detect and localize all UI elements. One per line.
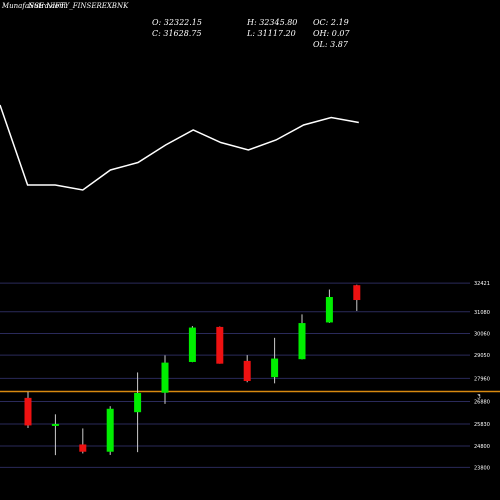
y-tick-label: 24800: [474, 444, 490, 450]
candle: [134, 372, 142, 453]
candle-body: [51, 423, 59, 426]
candle: [325, 289, 333, 323]
y-tick-label: 29050: [474, 353, 490, 359]
ol-stat: OL: 3.87: [313, 40, 348, 49]
candle-body: [79, 444, 87, 452]
candle-body: [106, 408, 114, 452]
y-tick-label: 25830: [474, 422, 490, 428]
candle-body: [243, 360, 251, 381]
close-stat: C: 31628.75: [152, 29, 202, 38]
reference-line-label: 3: [477, 393, 481, 400]
candle-body: [134, 392, 142, 413]
candle: [106, 406, 114, 455]
oh-stat: OH: 0.07: [313, 29, 350, 38]
candles: [24, 284, 361, 456]
y-tick-label: 27960: [474, 376, 490, 382]
y-tick-label: 30060: [474, 332, 490, 338]
low-stat: L: 31117.20: [247, 29, 296, 38]
candle-body: [161, 362, 169, 393]
candle-body: [24, 397, 32, 426]
candle-body: [216, 326, 224, 364]
candle-body: [298, 323, 306, 360]
symbol-label: NSE NIFTY_FINSEREXBNK: [28, 2, 129, 10]
y-axis-ticks: 32421 31080 30060 29050 27960 26880 25830 24800…: [474, 281, 490, 471]
indicator-line: [0, 104, 359, 191]
y-tick-label: 26880: [474, 400, 490, 406]
candle-body: [188, 327, 196, 362]
y-tick-label: 31080: [474, 310, 490, 316]
candle: [216, 326, 224, 364]
reference-line-group: 3: [0, 390, 500, 400]
candle-body: [353, 285, 361, 301]
candle: [271, 337, 279, 384]
candle: [24, 391, 32, 428]
candle: [161, 355, 169, 404]
grid-lines: [0, 282, 470, 468]
candle: [188, 326, 196, 363]
oc-stat: OC: 2.19: [313, 18, 349, 27]
candle: [79, 428, 87, 454]
candle-body: [271, 358, 279, 378]
candle: [298, 314, 306, 360]
candle: [51, 414, 59, 456]
indicator-panel: [0, 104, 359, 191]
candle-body: [325, 297, 333, 323]
candle: [243, 355, 251, 383]
y-tick-label: 32421: [474, 281, 490, 287]
candle: [353, 284, 361, 311]
y-tick-label: 23800: [474, 465, 490, 471]
open-stat: O: 32322.15: [152, 18, 202, 27]
high-stat: H: 32345.80: [247, 18, 298, 27]
site-title: MunafaSutra.com: [2, 2, 66, 10]
